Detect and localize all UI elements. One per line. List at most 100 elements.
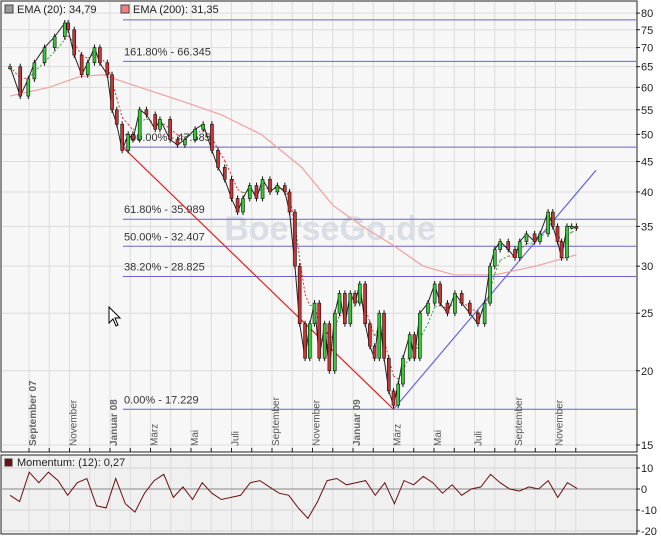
fib-level-label: 0.00% - 17.229 (124, 394, 199, 406)
x-axis-label: Juli (474, 431, 485, 446)
candle-body (33, 63, 36, 79)
candle-body (401, 358, 404, 384)
momentum-legend: Momentum: (12): 0,27 (5, 457, 125, 469)
candle-body (236, 198, 239, 212)
candle-body (328, 324, 331, 371)
candle-body (194, 129, 197, 139)
candle-body (560, 242, 563, 258)
candle-body (63, 23, 66, 37)
candle-body (439, 284, 442, 303)
candle-body (368, 324, 371, 346)
momentum-y-tick-label: 10 (641, 463, 653, 475)
candle-body (333, 313, 336, 371)
x-axis-label: März (393, 424, 404, 446)
candle-body (349, 293, 352, 323)
candle-body (73, 30, 76, 55)
x-axis-label: Mai (433, 430, 444, 446)
candle-body (364, 284, 367, 324)
fib-level-label: 38.20% - 28.825 (124, 261, 205, 273)
candle-body (525, 234, 528, 242)
candle-body (446, 303, 449, 313)
candle-body (483, 303, 486, 324)
candle-body (230, 179, 233, 198)
candle-body (223, 167, 226, 179)
y-tick-label: 35 (641, 221, 653, 233)
candle-body (53, 37, 56, 48)
candle-body (217, 150, 220, 167)
y-tick-label: 45 (641, 157, 653, 169)
fib-level-label: 161.80% - 66.345 (124, 46, 211, 58)
y-tick-label: 70 (641, 43, 653, 55)
candle-body (241, 198, 244, 212)
candle-body (533, 234, 536, 242)
x-axis-label: November (69, 399, 80, 446)
candle-body (426, 303, 429, 313)
candle-body (106, 63, 109, 75)
candle-body (575, 226, 578, 228)
candle-body (408, 335, 411, 358)
candle-body (378, 313, 381, 358)
candle-body (98, 48, 101, 63)
y-tick-label: 25 (641, 308, 653, 320)
candle-body (293, 212, 296, 266)
x-axis-label: November (312, 399, 323, 446)
watermark: BoerseGo.de (224, 210, 436, 248)
candle-body (131, 134, 134, 139)
candle-body (387, 358, 390, 391)
candle-body (176, 140, 179, 145)
candle-body (383, 313, 386, 358)
y-tick-label: 30 (641, 261, 653, 273)
candle-body (551, 212, 554, 226)
y-tick-label: 15 (641, 440, 653, 452)
momentum-y-tick-label: -10 (641, 505, 657, 517)
candle-body (115, 110, 118, 124)
candle-body (514, 250, 517, 258)
ema20-swatch (5, 5, 13, 13)
candle-body (304, 324, 307, 358)
x-axis-label: Juli (231, 431, 242, 446)
y-tick-label: 75 (641, 25, 653, 37)
candle-body (210, 124, 213, 150)
candle-body (476, 313, 479, 324)
x-axis-label: Mai (190, 430, 201, 446)
candle-body (145, 110, 148, 115)
ema200-swatch (121, 5, 129, 13)
x-axis-label: Januar 08 (109, 399, 120, 446)
candle-body (570, 226, 573, 228)
fib-level-label: 50.00% - 32.407 (124, 231, 205, 243)
candle-body (158, 119, 161, 129)
candle-body (556, 226, 559, 241)
y-tick-label: 40 (641, 187, 653, 199)
candle-body (111, 75, 114, 110)
candle-body (67, 23, 70, 30)
candle-body (392, 391, 395, 405)
candle-body (499, 242, 502, 250)
x-axis-label: September (271, 396, 282, 446)
candle-body (358, 284, 361, 303)
y-tick-label: 60 (641, 82, 653, 94)
candle-body (453, 293, 456, 313)
candle-body (493, 250, 496, 267)
candle-body (202, 124, 205, 129)
candle-body (418, 313, 421, 358)
momentum-title: Momentum: (12): 0,27 (17, 457, 125, 469)
candle-body (323, 324, 326, 358)
x-axis-label: September (514, 396, 525, 446)
candle-body (538, 234, 541, 242)
x-axis-label: November (555, 399, 566, 446)
x-axis-label: März (150, 424, 161, 446)
candle-body (373, 346, 376, 358)
legend-ema20: EMA (20): 34,79 (17, 4, 97, 16)
candle-body (261, 179, 264, 198)
candle-body (288, 192, 291, 212)
x-axis-label: Januar 09 (352, 399, 363, 446)
candle-body (121, 124, 124, 150)
candle-body (169, 119, 172, 139)
y-tick-label: 80 (641, 8, 653, 20)
candle-body (565, 226, 568, 257)
candle-body (93, 48, 96, 63)
legend-ema200: EMA (200): 31,35 (133, 4, 219, 16)
y-tick-label: 20 (641, 366, 653, 378)
candle-body (86, 63, 89, 75)
candle-body (248, 186, 251, 199)
